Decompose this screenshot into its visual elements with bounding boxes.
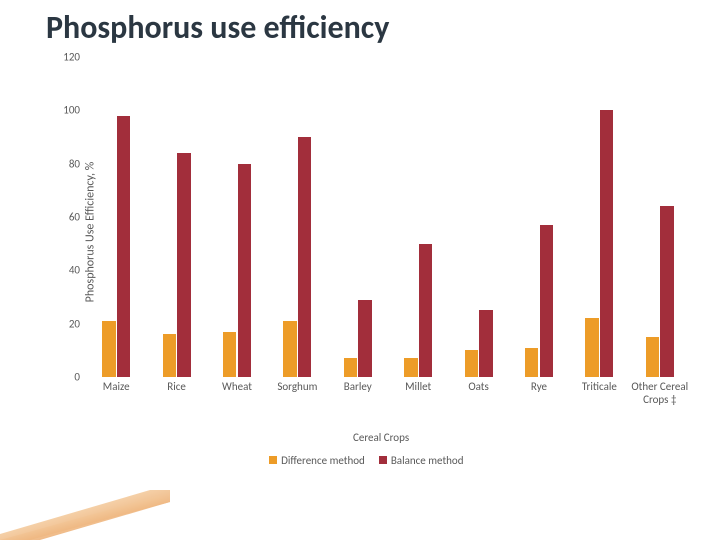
- bar: [223, 332, 236, 377]
- x-tick-label: Rye: [507, 377, 571, 394]
- bar-group: Maize: [86, 57, 146, 377]
- y-tick-label: 120: [63, 51, 86, 64]
- bar: [358, 300, 371, 377]
- legend-swatch: [379, 456, 387, 464]
- bar: [585, 318, 598, 377]
- legend-label: Difference method: [281, 454, 365, 467]
- legend: Difference method Balance method: [255, 453, 463, 467]
- x-tick-label: Millet: [386, 377, 450, 394]
- bar-group: Other Cereal Crops ‡: [630, 57, 690, 377]
- bar: [540, 225, 553, 377]
- bar: [117, 116, 130, 377]
- x-tick-label: Wheat: [205, 377, 269, 394]
- y-tick-label: 40: [69, 264, 86, 277]
- bar-group: Rice: [146, 57, 206, 377]
- x-tick-label: Maize: [84, 377, 148, 394]
- x-tick-label: Oats: [447, 377, 511, 394]
- y-tick-label: 20: [69, 317, 86, 330]
- bars-row: MaizeRiceWheatSorghumBarleyMilletOatsRye…: [86, 57, 690, 377]
- slide: Phosphorus use efficiency Phosphorus Use…: [0, 0, 720, 540]
- page-title: Phosphorus use efficiency: [40, 8, 692, 47]
- bar: [163, 334, 176, 377]
- x-tick-label: Rice: [145, 377, 209, 394]
- x-tick-label: Triticale: [567, 377, 631, 394]
- bar-group: Oats: [448, 57, 508, 377]
- chart: Phosphorus Use Efficiency, % MaizeRiceWh…: [50, 57, 690, 407]
- y-tick-label: 60: [69, 211, 86, 224]
- bar-group: Millet: [388, 57, 448, 377]
- bar: [404, 358, 417, 377]
- legend-label: Balance method: [391, 454, 464, 467]
- y-tick-label: 80: [69, 157, 86, 170]
- x-tick-label: Barley: [326, 377, 390, 394]
- bar-group: Sorghum: [267, 57, 327, 377]
- bar: [525, 348, 538, 377]
- x-tick-label: Other Cereal Crops ‡: [628, 377, 692, 406]
- bar: [344, 358, 357, 377]
- bar-group: Rye: [509, 57, 569, 377]
- bar: [646, 337, 659, 377]
- y-tick-label: 100: [63, 104, 86, 117]
- bar: [298, 137, 311, 377]
- bar: [465, 350, 478, 377]
- bar: [238, 164, 251, 377]
- bar: [419, 244, 432, 377]
- bar: [600, 110, 613, 377]
- plot-area: MaizeRiceWheatSorghumBarleyMilletOatsRye…: [86, 57, 690, 377]
- bar: [479, 310, 492, 377]
- bar: [283, 321, 296, 377]
- bar: [102, 321, 115, 377]
- legend-swatch: [269, 456, 277, 464]
- bar-group: Barley: [328, 57, 388, 377]
- bar: [660, 206, 673, 377]
- x-axis-title: Cereal Crops: [353, 431, 409, 444]
- bar-group: Triticale: [569, 57, 629, 377]
- bar: [177, 153, 190, 377]
- x-tick-label: Sorghum: [265, 377, 329, 394]
- y-tick-label: 0: [74, 371, 86, 384]
- bar-group: Wheat: [207, 57, 267, 377]
- corner-accent: [0, 490, 170, 540]
